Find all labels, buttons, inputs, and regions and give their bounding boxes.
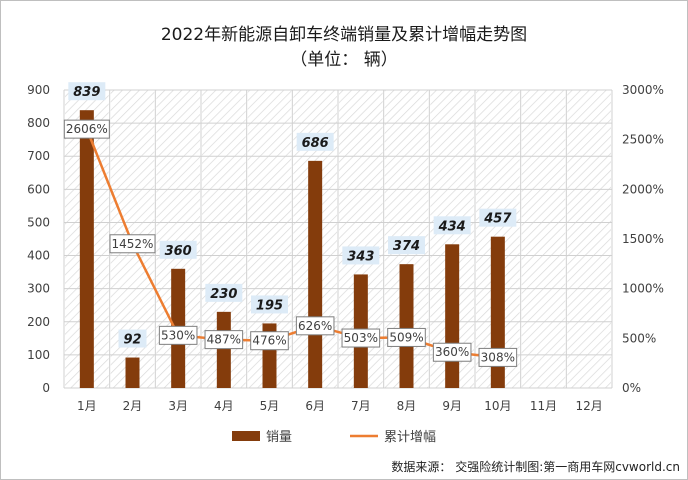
y-left-tick-label: 200	[27, 315, 50, 329]
x-tick-label: 3月	[168, 399, 188, 413]
bar-data-label: 686	[302, 136, 329, 151]
legend-line-label: 累计增幅	[384, 430, 436, 445]
line-data-label-box	[63, 119, 110, 139]
bar-data-label: 434	[438, 219, 466, 234]
bar-data-label-bg	[433, 216, 471, 235]
data-source: 数据来源： 交强险统计制图:第一商用车网cvworld.cn	[391, 460, 680, 474]
y-right-tick-label: 1500%	[622, 232, 664, 246]
bar-data-label-bg	[388, 236, 425, 255]
y-left-tick-label: 900	[27, 83, 50, 97]
x-tick-label: 1月	[77, 399, 97, 413]
x-tick-label: 10月	[484, 399, 511, 413]
y-right-tick-label: 2500%	[622, 133, 664, 147]
bar	[399, 264, 414, 388]
legend-bar-label: 销量	[266, 430, 292, 445]
bar-data-label-bg	[118, 329, 147, 348]
line-data-label-box	[109, 234, 156, 254]
y-right-tick-label: 3000%	[622, 83, 664, 97]
bar-data-label-bg	[342, 246, 380, 265]
line-data-label-box	[387, 327, 426, 347]
bar-data-label-bg	[296, 132, 334, 151]
line-data-label-box	[295, 316, 335, 336]
bar	[216, 311, 231, 388]
y-left-tick-label: 300	[27, 282, 50, 296]
line-data-label-box	[250, 331, 289, 351]
bar-data-label: 374	[393, 239, 420, 254]
y-left-tick-label: 800	[27, 116, 50, 130]
bar-data-label: 92	[123, 333, 141, 348]
plot-column-bg	[521, 90, 566, 388]
line-data-label: 487%	[207, 333, 241, 347]
line-data-label: 509%	[389, 330, 423, 344]
line-data-label-box	[341, 328, 381, 348]
plot-column-bg	[567, 90, 611, 388]
cumulative-growth-line	[85, 128, 498, 359]
line-data-label: 308%	[481, 350, 515, 364]
bar-data-label: 343	[347, 249, 374, 264]
y-right-tick-label: 1000%	[622, 282, 664, 296]
x-tick-label: 6月	[305, 399, 325, 413]
line-data-label-box	[478, 347, 518, 367]
x-tick-label: 9月	[442, 399, 462, 413]
bar-data-label-bg	[205, 283, 243, 302]
bar-data-label: 457	[483, 212, 512, 227]
bar-data-label-bg	[159, 240, 197, 259]
y-left-tick-label: 100	[27, 348, 50, 362]
x-tick-label: 8月	[397, 399, 417, 413]
bar-data-label: 360	[165, 244, 192, 259]
y-right-tick-label: 500%	[622, 331, 656, 345]
line-data-label: 530%	[161, 328, 195, 342]
bar	[308, 160, 323, 388]
x-tick-label: 11月	[530, 399, 557, 413]
x-tick-label: 12月	[576, 399, 603, 413]
line-data-label: 2606%	[66, 122, 108, 136]
line-data-label: 626%	[298, 319, 332, 333]
chart-subtitle: （单位： 辆）	[290, 50, 398, 70]
line-data-label: 503%	[344, 331, 378, 345]
y-left-tick-label: 700	[27, 149, 50, 163]
bar-data-label-bg	[479, 208, 517, 227]
bar-data-label-bg	[68, 82, 106, 101]
line-data-label-box	[204, 330, 244, 350]
y-right-tick-label: 2000%	[622, 182, 664, 196]
x-tick-label: 4月	[214, 399, 234, 413]
bar-data-label: 195	[256, 298, 283, 313]
line-data-label: 1452%	[112, 237, 154, 251]
bar	[79, 110, 94, 388]
legend-bar-swatch	[232, 431, 260, 441]
y-left-tick-label: 600	[27, 182, 50, 196]
y-left-tick-label: 500	[27, 215, 50, 229]
bar-data-label-bg	[251, 295, 288, 314]
y-left-tick-label: 400	[27, 249, 50, 263]
bar-data-label: 230	[210, 287, 237, 302]
line-data-label-box	[158, 325, 198, 345]
chart-title: 2022年新能源自卸车终端销量及累计增幅走势图	[160, 25, 528, 45]
x-tick-label: 7月	[351, 399, 371, 413]
y-left-tick-label: 0	[42, 381, 50, 395]
line-data-label-box	[432, 342, 472, 362]
x-tick-label: 5月	[260, 399, 280, 413]
x-tick-label: 2月	[123, 399, 143, 413]
bar-data-label: 839	[73, 85, 100, 100]
line-data-label: 360%	[435, 345, 469, 359]
line-data-label: 476%	[252, 334, 286, 348]
bar	[125, 357, 140, 388]
bar	[445, 244, 460, 388]
y-right-tick-label: 0%	[622, 381, 641, 395]
